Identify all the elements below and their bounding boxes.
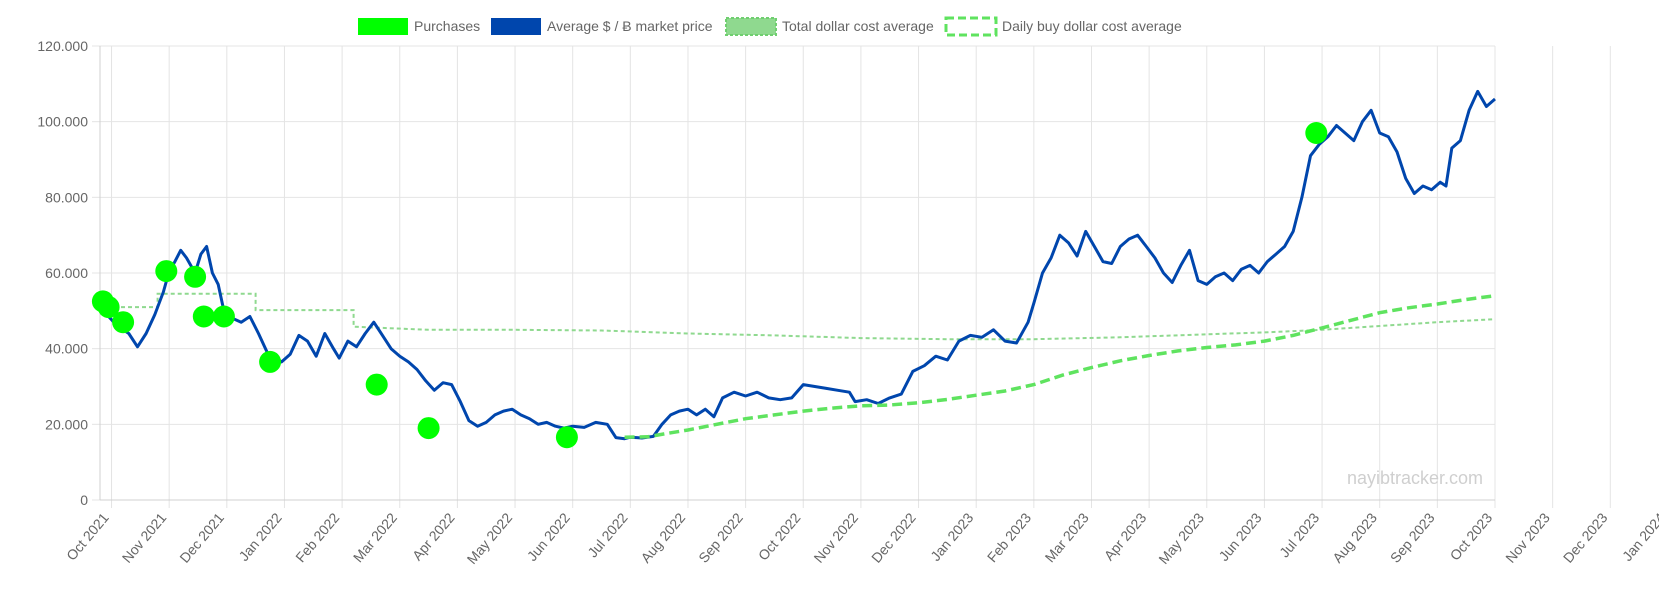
x-tick-label: Nov 2021 — [119, 509, 170, 565]
legend-swatch — [725, 17, 777, 36]
legend[interactable]: Purchases Average $ / Ƀ market price Total… — [358, 16, 1182, 37]
purchase-point[interactable] — [212, 305, 235, 328]
x-tick-label: Jan 2022 — [235, 509, 284, 564]
legend-swatch — [358, 18, 408, 35]
purchase-point[interactable] — [365, 373, 388, 396]
purchase-point[interactable] — [155, 260, 178, 283]
x-tick-label: Aug 2023 — [1329, 509, 1380, 565]
series-daily-dca-line — [624, 293, 1496, 439]
purchase-point[interactable] — [1305, 122, 1328, 144]
series-group — [91, 89, 1496, 449]
x-tick-label: Sep 2022 — [695, 509, 746, 565]
purchase-point[interactable] — [259, 350, 282, 373]
purchase-point[interactable] — [192, 305, 215, 328]
x-tick-label: May 2022 — [464, 509, 516, 567]
x-tick-label: Nov 2023 — [1502, 509, 1553, 565]
x-tick-label: Oct 2021 — [63, 509, 112, 563]
x-tick-label: Jul 2023 — [1276, 509, 1322, 560]
series-market-price-line — [98, 89, 1496, 441]
purchase-point[interactable] — [555, 426, 578, 449]
x-tick-label: Mar 2023 — [1042, 509, 1092, 565]
series-total-dca-line — [100, 292, 1496, 341]
x-tick-label: May 2023 — [1155, 509, 1207, 567]
x-tick-label: Feb 2022 — [292, 509, 342, 565]
y-tick-label: 0 — [80, 492, 88, 508]
x-tick-label: Aug 2022 — [637, 509, 688, 565]
y-tick-label: 80.000 — [45, 189, 88, 205]
x-tick-label: Mar 2022 — [350, 509, 400, 565]
y-tick-label: 20.000 — [45, 416, 88, 432]
purchase-point[interactable] — [417, 417, 440, 440]
x-tick-label: Apr 2023 — [1101, 509, 1150, 563]
x-tick-label: Apr 2022 — [409, 509, 458, 563]
x-tick-label: Jun 2022 — [524, 509, 573, 564]
y-tick-label: 120.000 — [37, 38, 88, 54]
y-tick-label: 60.000 — [45, 265, 88, 281]
legend-swatch — [491, 18, 541, 35]
purchase-point[interactable] — [184, 265, 207, 288]
grid — [92, 45, 1611, 508]
x-tick-label: Nov 2022 — [810, 509, 861, 565]
x-tick-label: Dec 2021 — [176, 509, 227, 565]
y-tick-label: 100.000 — [37, 114, 88, 130]
legend-label: Daily buy dollar cost average — [1002, 18, 1182, 34]
purchase-point[interactable] — [97, 296, 120, 319]
x-tick-label: Jul 2022 — [584, 509, 630, 560]
legend-label: Total dollar cost average — [782, 18, 934, 34]
watermark: nayibtracker.com — [1347, 468, 1483, 488]
y-tick-label: 40.000 — [45, 341, 88, 357]
x-tick-label: Dec 2023 — [1560, 509, 1611, 565]
x-tick-label: Jun 2023 — [1215, 509, 1264, 564]
x-tick-label: Dec 2022 — [868, 509, 919, 565]
x-tick-label: Oct 2023 — [1447, 509, 1496, 563]
x-tick-label: Jan 2023 — [927, 509, 976, 564]
legend-label: Average $ / Ƀ market price — [547, 18, 713, 34]
x-tick-label: Feb 2023 — [984, 509, 1034, 565]
x-tick-label: Sep 2023 — [1387, 509, 1438, 565]
legend-label: Purchases — [414, 18, 480, 34]
x-tick-label: Jan 2024 — [1619, 509, 1659, 564]
purchase-point[interactable] — [112, 311, 135, 334]
x-tick-label: Oct 2022 — [755, 509, 804, 563]
legend-swatch — [944, 16, 998, 37]
